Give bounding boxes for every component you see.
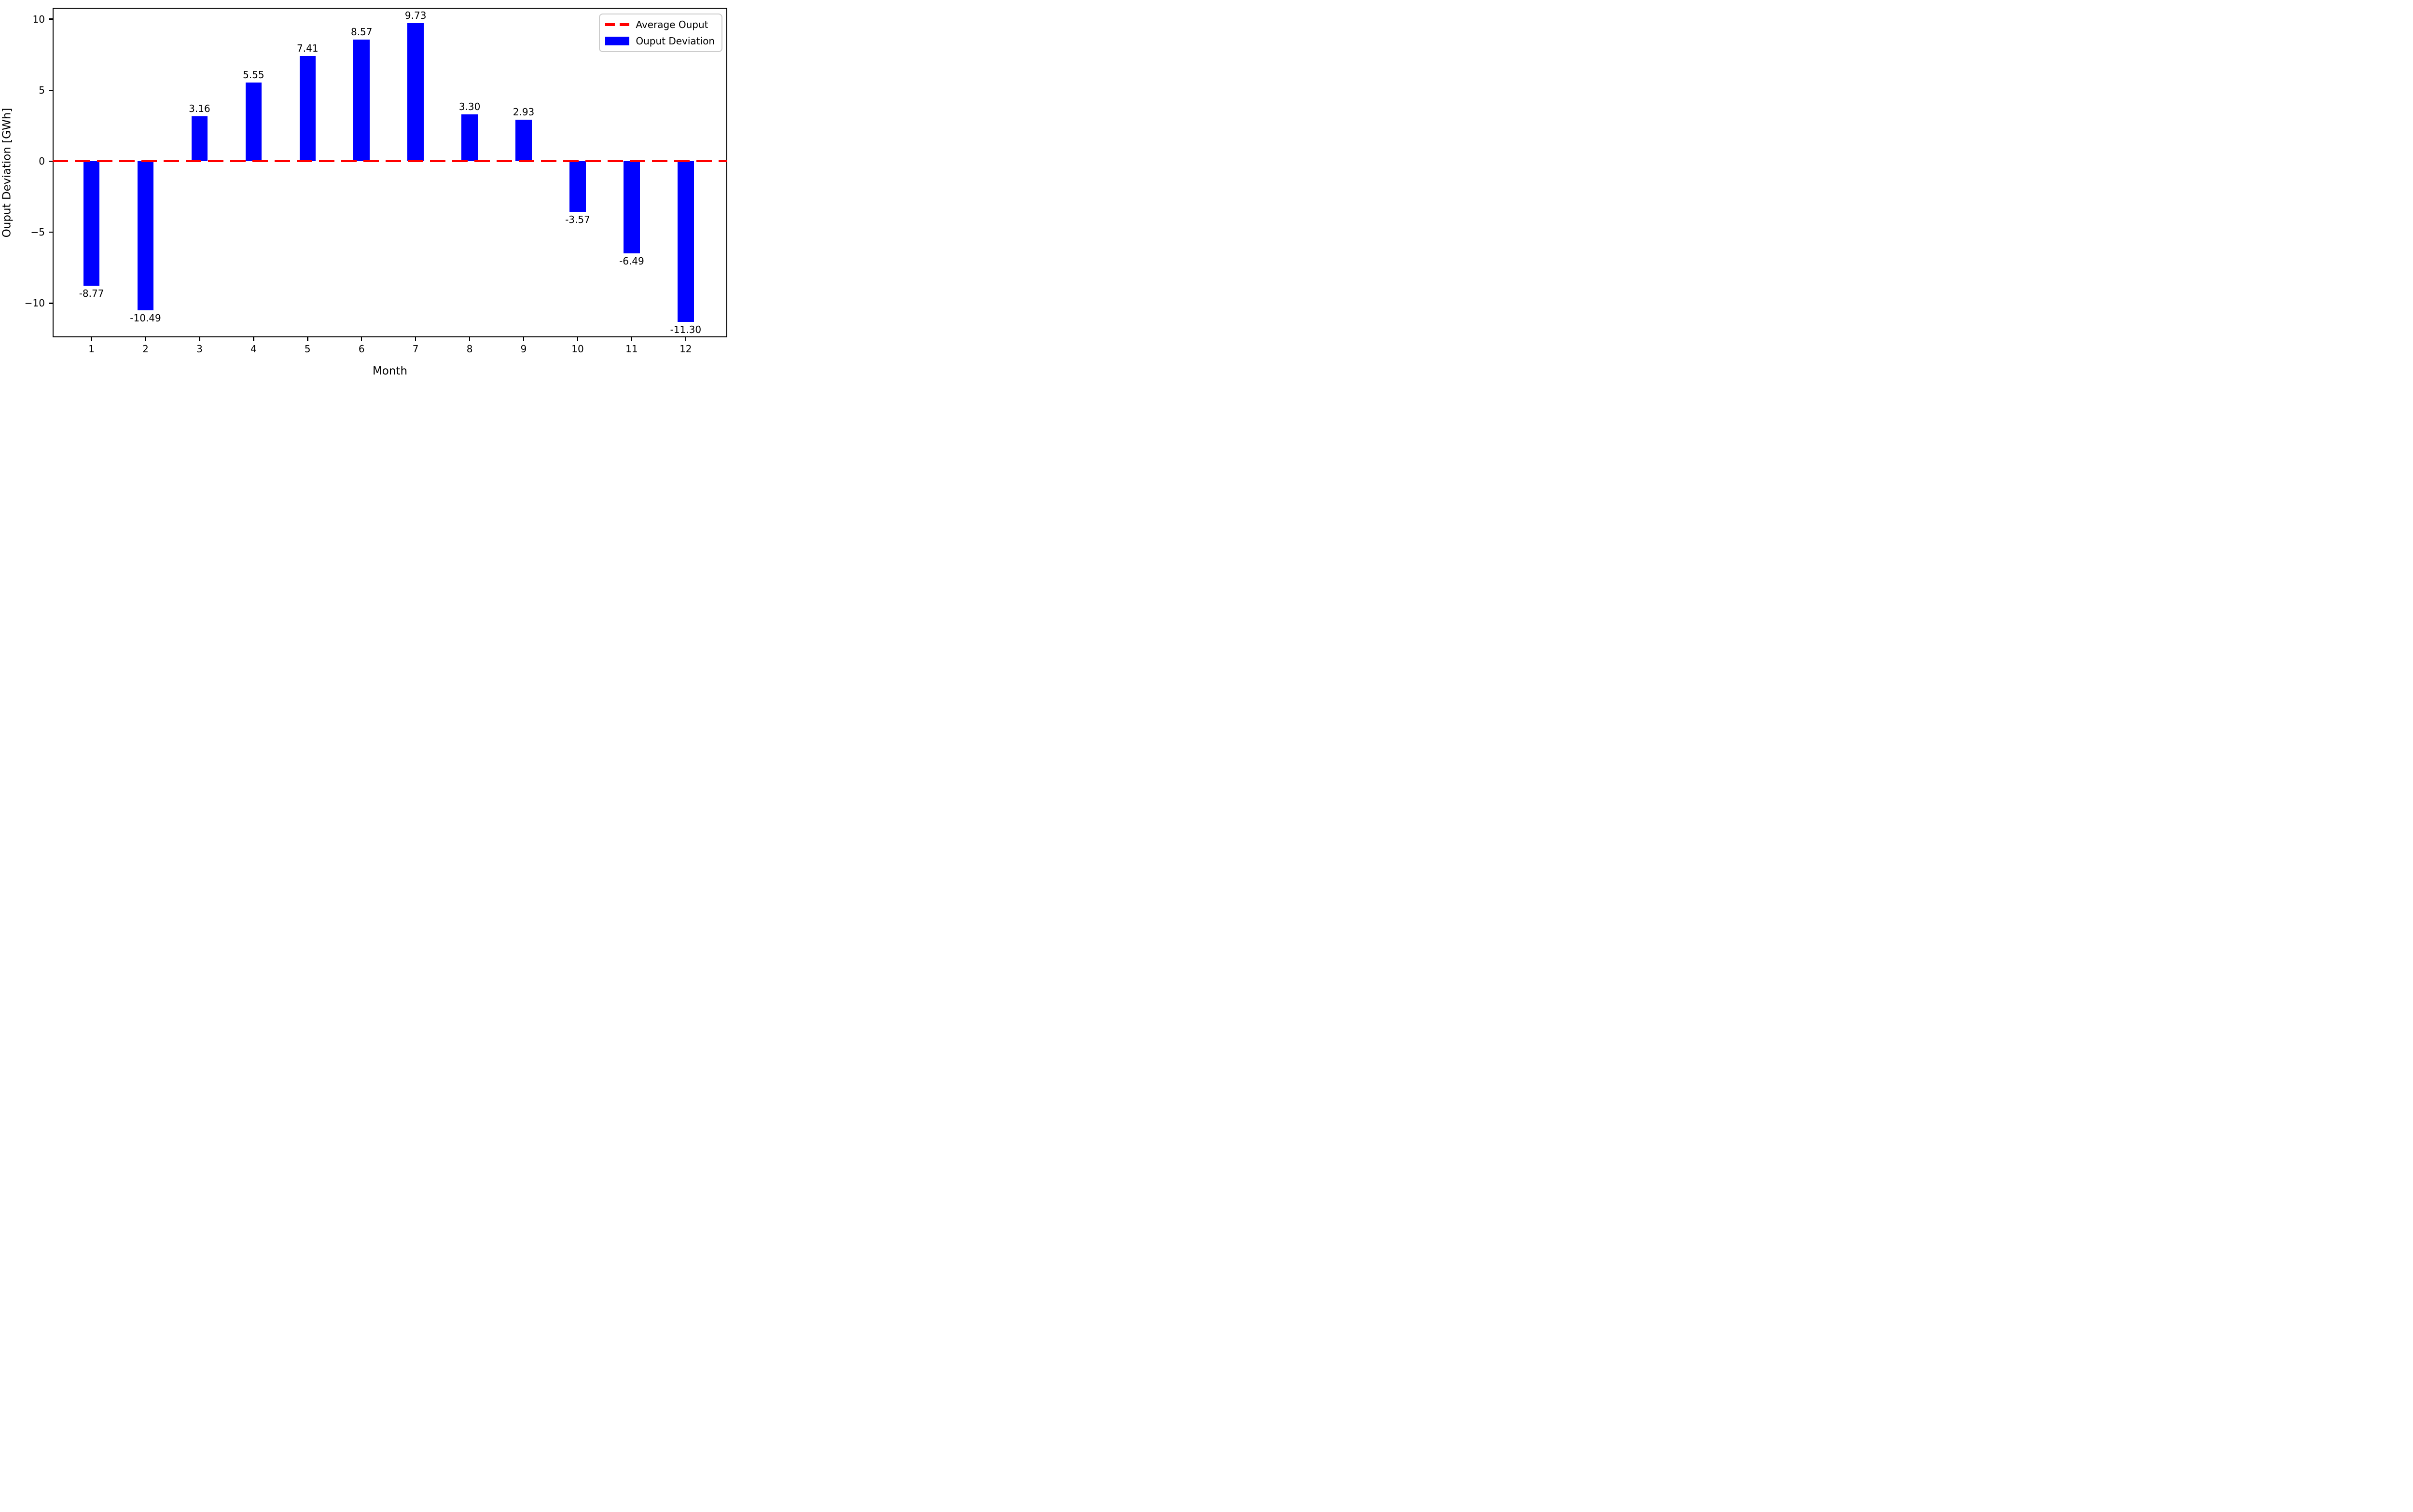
bar-month-10 bbox=[569, 161, 586, 212]
bar-value-label-10: -3.57 bbox=[565, 214, 590, 226]
bar-month-11 bbox=[624, 161, 640, 253]
bar-month-7 bbox=[407, 23, 424, 161]
bar-chart-figure: Ouput Deviation [GWh] Month Average Oupu… bbox=[0, 0, 732, 378]
legend-item-average-ouput: Average Ouput bbox=[605, 19, 715, 30]
x-tick-12 bbox=[685, 337, 687, 341]
x-tick-label-11: 11 bbox=[625, 343, 638, 355]
x-tick-label-6: 6 bbox=[358, 343, 365, 355]
bar-value-label-7: 9.73 bbox=[404, 9, 427, 21]
bar-month-9 bbox=[515, 119, 532, 161]
x-tick-label-1: 1 bbox=[88, 343, 95, 355]
bar-value-label-11: -6.49 bbox=[619, 255, 644, 267]
y-tick-label-5: 5 bbox=[39, 84, 45, 96]
plot-border bbox=[53, 8, 727, 337]
y-tick-label-10: 10 bbox=[32, 13, 45, 25]
legend: Average Ouput Ouput Deviation bbox=[599, 14, 722, 52]
x-tick-label-5: 5 bbox=[304, 343, 311, 355]
bar-month-6 bbox=[353, 39, 370, 161]
x-tick-label-3: 3 bbox=[196, 343, 203, 355]
bar-value-label-2: -10.49 bbox=[130, 312, 161, 324]
bar-value-label-5: 7.41 bbox=[297, 42, 319, 54]
x-tick-label-12: 12 bbox=[680, 343, 692, 355]
bar-month-3 bbox=[191, 116, 208, 161]
legend-dashed-line-sample bbox=[605, 20, 630, 29]
x-tick-5 bbox=[307, 337, 308, 341]
y-axis-label: Ouput Deviation [GWh] bbox=[0, 108, 14, 237]
average-output-line bbox=[53, 160, 727, 163]
y-tick-label--10: −10 bbox=[24, 297, 45, 309]
legend-label-ouput-deviation: Ouput Deviation bbox=[636, 35, 715, 47]
y-tick--10 bbox=[49, 303, 53, 304]
bar-value-label-12: -11.30 bbox=[670, 323, 702, 335]
legend-item-ouput-deviation: Ouput Deviation bbox=[605, 36, 715, 46]
y-tick--5 bbox=[49, 231, 53, 233]
x-tick-label-2: 2 bbox=[142, 343, 149, 355]
bar-value-label-3: 3.16 bbox=[189, 102, 210, 114]
x-tick-1 bbox=[91, 337, 92, 341]
red-dashed-line-icon bbox=[605, 23, 630, 26]
y-tick-5 bbox=[49, 89, 53, 91]
x-tick-6 bbox=[361, 337, 362, 341]
blue-rect-icon bbox=[605, 37, 630, 45]
bar-value-label-6: 8.57 bbox=[350, 26, 373, 38]
bar-month-4 bbox=[245, 82, 262, 161]
x-tick-3 bbox=[199, 337, 200, 341]
x-axis-label: Month bbox=[372, 365, 408, 377]
x-tick-4 bbox=[253, 337, 254, 341]
x-tick-label-10: 10 bbox=[571, 343, 584, 355]
legend-bar-sample bbox=[605, 36, 630, 46]
bar-value-label-4: 5.55 bbox=[243, 69, 264, 81]
bar-value-label-1: -8.77 bbox=[79, 288, 104, 300]
bar-month-1 bbox=[83, 161, 100, 286]
x-tick-8 bbox=[469, 337, 471, 341]
x-tick-label-9: 9 bbox=[520, 343, 527, 355]
y-tick-10 bbox=[49, 18, 53, 20]
bar-value-label-8: 3.30 bbox=[458, 100, 481, 112]
x-tick-10 bbox=[577, 337, 579, 341]
y-tick-label--5: −5 bbox=[30, 226, 45, 238]
bar-month-12 bbox=[678, 161, 694, 322]
bar-month-5 bbox=[299, 55, 316, 161]
x-tick-9 bbox=[523, 337, 525, 341]
x-tick-7 bbox=[415, 337, 416, 341]
x-tick-label-7: 7 bbox=[412, 343, 419, 355]
x-tick-label-8: 8 bbox=[466, 343, 473, 355]
bar-value-label-9: 2.93 bbox=[513, 106, 535, 118]
x-tick-2 bbox=[145, 337, 146, 341]
x-tick-label-4: 4 bbox=[250, 343, 257, 355]
legend-label-average-ouput: Average Ouput bbox=[636, 19, 708, 30]
y-tick-label-0: 0 bbox=[39, 155, 45, 167]
x-tick-11 bbox=[631, 337, 633, 341]
y-tick-0 bbox=[49, 160, 53, 162]
bar-month-8 bbox=[461, 114, 478, 161]
bar-month-2 bbox=[137, 161, 154, 310]
